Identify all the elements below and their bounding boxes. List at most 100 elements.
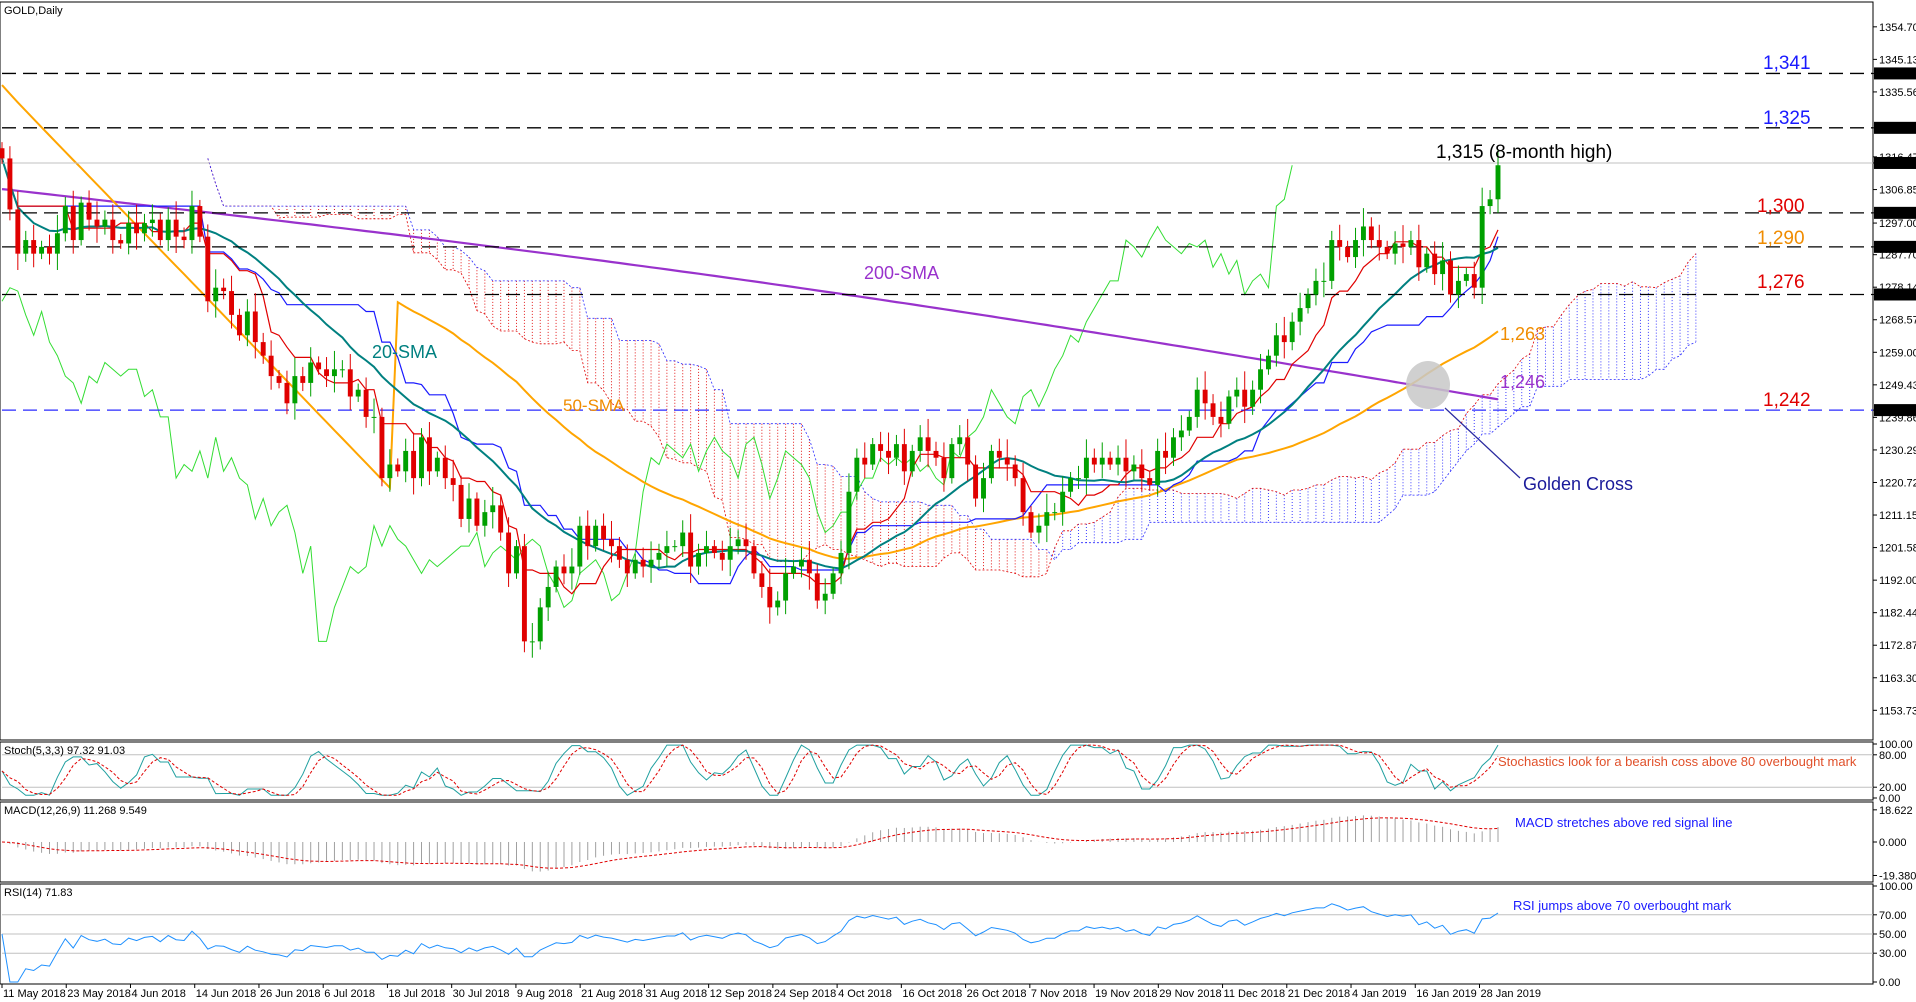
- candle-body: [1163, 450, 1169, 458]
- time-tick-label: 28 Jan 2019: [1481, 988, 1542, 1000]
- candle-body: [78, 202, 84, 241]
- candle-body: [1258, 369, 1263, 390]
- price-tick-label: 1354.70: [1879, 22, 1916, 34]
- candle-body: [1424, 253, 1430, 268]
- level-label-1325: 1,325: [1763, 108, 1811, 129]
- candle-body: [704, 546, 709, 553]
- candle-body: [949, 444, 955, 479]
- candle-body: [751, 546, 757, 574]
- level-label-1276: 1,276: [1757, 272, 1805, 293]
- candle-body: [324, 369, 329, 377]
- candle-body: [474, 498, 480, 526]
- time-tick-label: 29 Nov 2018: [1159, 988, 1221, 1000]
- candle-body: [1353, 240, 1358, 258]
- price-tick-label: 1192.00: [1879, 575, 1916, 587]
- osc-tick-label: 100.00: [1879, 739, 1913, 751]
- annotation-sma50-value: 1,263: [1500, 324, 1545, 344]
- candle-body: [1432, 253, 1438, 275]
- candle-body: [988, 450, 994, 479]
- time-tick-label: 16 Jan 2019: [1416, 988, 1477, 1000]
- candle-body: [1250, 389, 1256, 407]
- candle-body: [585, 525, 591, 547]
- candle-body: [1194, 389, 1200, 417]
- candle-body: [395, 464, 401, 472]
- osc-tick-label: -19.380: [1879, 870, 1916, 882]
- candle-body: [783, 573, 789, 601]
- candle-body: [403, 450, 409, 472]
- candle-body: [173, 219, 179, 237]
- osc-tick-label: 0.00: [1879, 977, 1900, 989]
- candle-body: [1226, 396, 1232, 424]
- candle-body: [1186, 416, 1192, 431]
- candle-body: [601, 525, 607, 540]
- candle-body: [260, 342, 266, 356]
- price-tick-label: 1341.00: [1879, 68, 1916, 80]
- candle-body: [134, 223, 140, 234]
- candle-body: [1384, 246, 1390, 254]
- candle-body: [893, 444, 899, 458]
- price-tick-label: 1153.73: [1879, 705, 1916, 717]
- candle-body: [284, 382, 290, 404]
- candle-body: [126, 223, 132, 244]
- candle-body: [870, 444, 876, 465]
- candle-body: [1218, 416, 1224, 424]
- candle-body: [814, 573, 820, 601]
- candle-body: [656, 552, 662, 560]
- candle-body: [1440, 260, 1446, 275]
- candle-body: [838, 552, 844, 574]
- candle-body: [62, 206, 68, 234]
- price-tick-label: 1268.57: [1879, 315, 1916, 327]
- candle-body: [1455, 280, 1461, 295]
- osc-tick-label: 0.00: [1879, 793, 1900, 805]
- candle-body: [1076, 478, 1081, 480]
- candle-body: [31, 240, 37, 254]
- candle-body: [23, 240, 29, 254]
- candle-body: [862, 457, 868, 465]
- candle-body: [268, 355, 274, 377]
- candle-body: [1147, 478, 1153, 485]
- candle-body: [110, 219, 116, 241]
- candle-body: [149, 219, 155, 224]
- candle-body: [157, 219, 163, 241]
- price-tick-label: 1325.00: [1879, 123, 1916, 135]
- candle-body: [727, 546, 733, 560]
- candle-body: [363, 389, 369, 417]
- candle-body: [387, 464, 393, 479]
- candle-body: [1305, 294, 1311, 309]
- macd-signal-line: [1, 817, 1499, 869]
- candle-body: [1471, 274, 1477, 288]
- candle-body: [1107, 457, 1113, 465]
- time-tick-label: 7 Nov 2018: [1031, 988, 1087, 1000]
- candle-body: [1210, 403, 1216, 417]
- price-tick-label: 1249.43: [1879, 380, 1916, 392]
- price-tick-label: 1182.44: [1879, 608, 1916, 620]
- candle-body: [189, 206, 195, 241]
- candle-body: [1321, 280, 1327, 282]
- candle-body: [886, 450, 891, 458]
- osc-tick-label: 100.00: [1879, 881, 1913, 893]
- candle-body: [1171, 437, 1176, 458]
- price-tag-bg: [1874, 240, 1916, 253]
- candle-body: [221, 287, 227, 292]
- time-tick-label: 21 Dec 2018: [1288, 988, 1350, 1000]
- time-tick-label: 31 Aug 2018: [645, 988, 707, 1000]
- price-tick-label: 1220.72: [1879, 477, 1916, 489]
- candle-body: [54, 233, 60, 254]
- price-tick-label: 1306.85: [1879, 185, 1916, 197]
- candle-body: [379, 416, 385, 479]
- candle-body: [1463, 274, 1469, 281]
- price-tag-bg: [1874, 288, 1916, 301]
- candle-body: [553, 566, 559, 587]
- candle-body: [616, 546, 622, 560]
- osc-tick-label: 80.00: [1879, 750, 1907, 762]
- price-tick-label: 1287.70: [1879, 250, 1916, 262]
- candle-body: [981, 478, 986, 499]
- candle-body: [1091, 457, 1097, 465]
- candle-body: [1273, 335, 1279, 356]
- candle-body: [102, 219, 108, 227]
- candle-body: [1004, 457, 1010, 465]
- candle-body: [1448, 260, 1453, 295]
- time-tick-label: 4 Jun 2018: [131, 988, 185, 1000]
- candle-body: [1400, 243, 1406, 247]
- candle-body: [347, 369, 353, 397]
